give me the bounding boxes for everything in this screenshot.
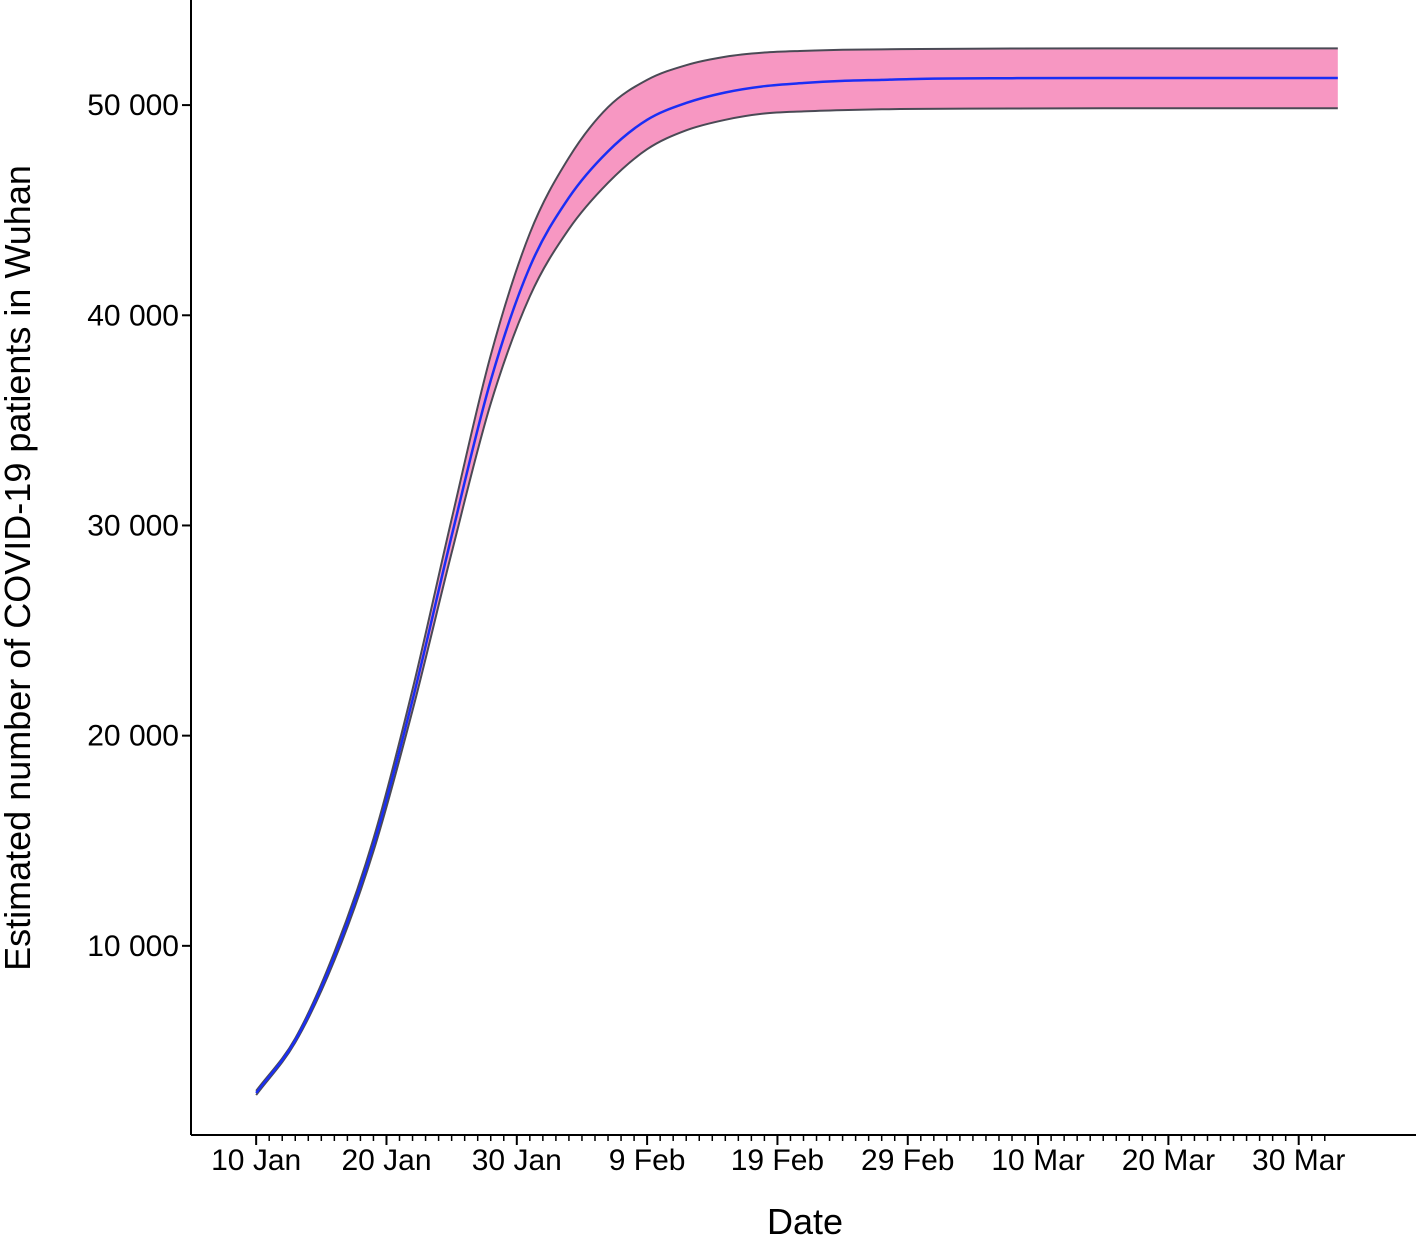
estimate-line-layer [255,76,1338,1094]
x-axis-title: Date [767,1201,843,1242]
y-tick-label: 50 000 [87,89,179,122]
y-axis-ticks: 10 000 20 000 30 000 40 000 50 000 [87,89,191,963]
confidence-band [256,48,1338,1096]
x-tick-label: 20 Jan [341,1144,431,1177]
y-tick-label: 20 000 [87,720,179,753]
confidence-band-layer [255,47,1338,1096]
x-tick-label: 30 Mar [1252,1144,1345,1177]
x-tick-label: 30 Jan [472,1144,562,1177]
x-tick-label: 10 Jan [211,1144,301,1177]
x-tick-label: 29 Feb [861,1144,954,1177]
x-tick-label: 19 Feb [731,1144,824,1177]
x-tick-label: 10 Mar [991,1144,1084,1177]
x-tick-label: 20 Mar [1122,1144,1215,1177]
lower-bound-line [255,107,1338,1096]
x-tick-label: 9 Feb [609,1144,686,1177]
y-tick-label: 40 000 [87,299,179,332]
upper-bound-line [255,47,1338,1092]
y-tick-label: 30 000 [87,509,179,542]
axes [190,0,1416,1136]
y-tick-label: 10 000 [87,930,179,963]
x-axis-ticks: 10 Jan 20 Jan 30 Jan 9 Feb 19 Feb 29 Feb 10 Ma… [211,1135,1345,1177]
estimate-line [255,76,1338,1094]
y-axis-title: Estimated number of COVID-19 patients in… [0,165,38,971]
